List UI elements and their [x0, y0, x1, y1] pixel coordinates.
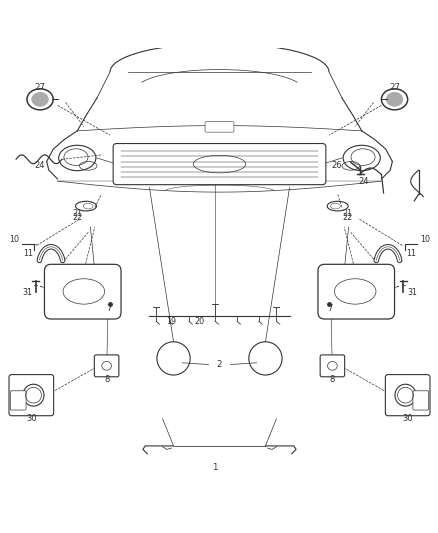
- Text: 31: 31: [22, 288, 32, 297]
- Text: 30: 30: [402, 414, 412, 423]
- Text: 10: 10: [9, 235, 19, 244]
- Text: 7: 7: [106, 304, 112, 312]
- Text: 24: 24: [35, 161, 45, 171]
- Text: 31: 31: [406, 288, 416, 297]
- Text: 22: 22: [341, 213, 352, 222]
- FancyBboxPatch shape: [9, 375, 53, 416]
- Text: 1: 1: [212, 463, 217, 472]
- FancyBboxPatch shape: [11, 391, 26, 410]
- FancyBboxPatch shape: [317, 264, 394, 319]
- FancyBboxPatch shape: [412, 391, 427, 410]
- Text: 9: 9: [370, 266, 375, 276]
- FancyBboxPatch shape: [94, 355, 119, 377]
- Text: 24: 24: [358, 176, 368, 185]
- Text: 27: 27: [35, 83, 46, 92]
- Text: 22: 22: [72, 213, 82, 222]
- Text: 20: 20: [194, 317, 205, 326]
- Text: 21: 21: [72, 208, 82, 217]
- Text: 8: 8: [104, 375, 109, 384]
- Ellipse shape: [32, 92, 48, 107]
- FancyBboxPatch shape: [385, 375, 429, 416]
- Text: 8: 8: [329, 375, 334, 384]
- Text: 11: 11: [405, 249, 415, 258]
- Text: 9: 9: [63, 266, 68, 276]
- Text: 27: 27: [388, 83, 399, 92]
- Text: 11: 11: [23, 249, 33, 258]
- Text: 2: 2: [216, 360, 222, 369]
- Text: 7: 7: [326, 304, 332, 312]
- Ellipse shape: [385, 92, 402, 107]
- FancyBboxPatch shape: [205, 122, 233, 132]
- Text: 30: 30: [26, 414, 36, 423]
- FancyBboxPatch shape: [113, 143, 325, 184]
- FancyBboxPatch shape: [44, 264, 121, 319]
- FancyBboxPatch shape: [319, 355, 344, 377]
- Text: 26: 26: [331, 161, 341, 171]
- Text: 19: 19: [166, 317, 176, 326]
- Text: 10: 10: [419, 235, 429, 244]
- Text: 21: 21: [342, 208, 352, 217]
